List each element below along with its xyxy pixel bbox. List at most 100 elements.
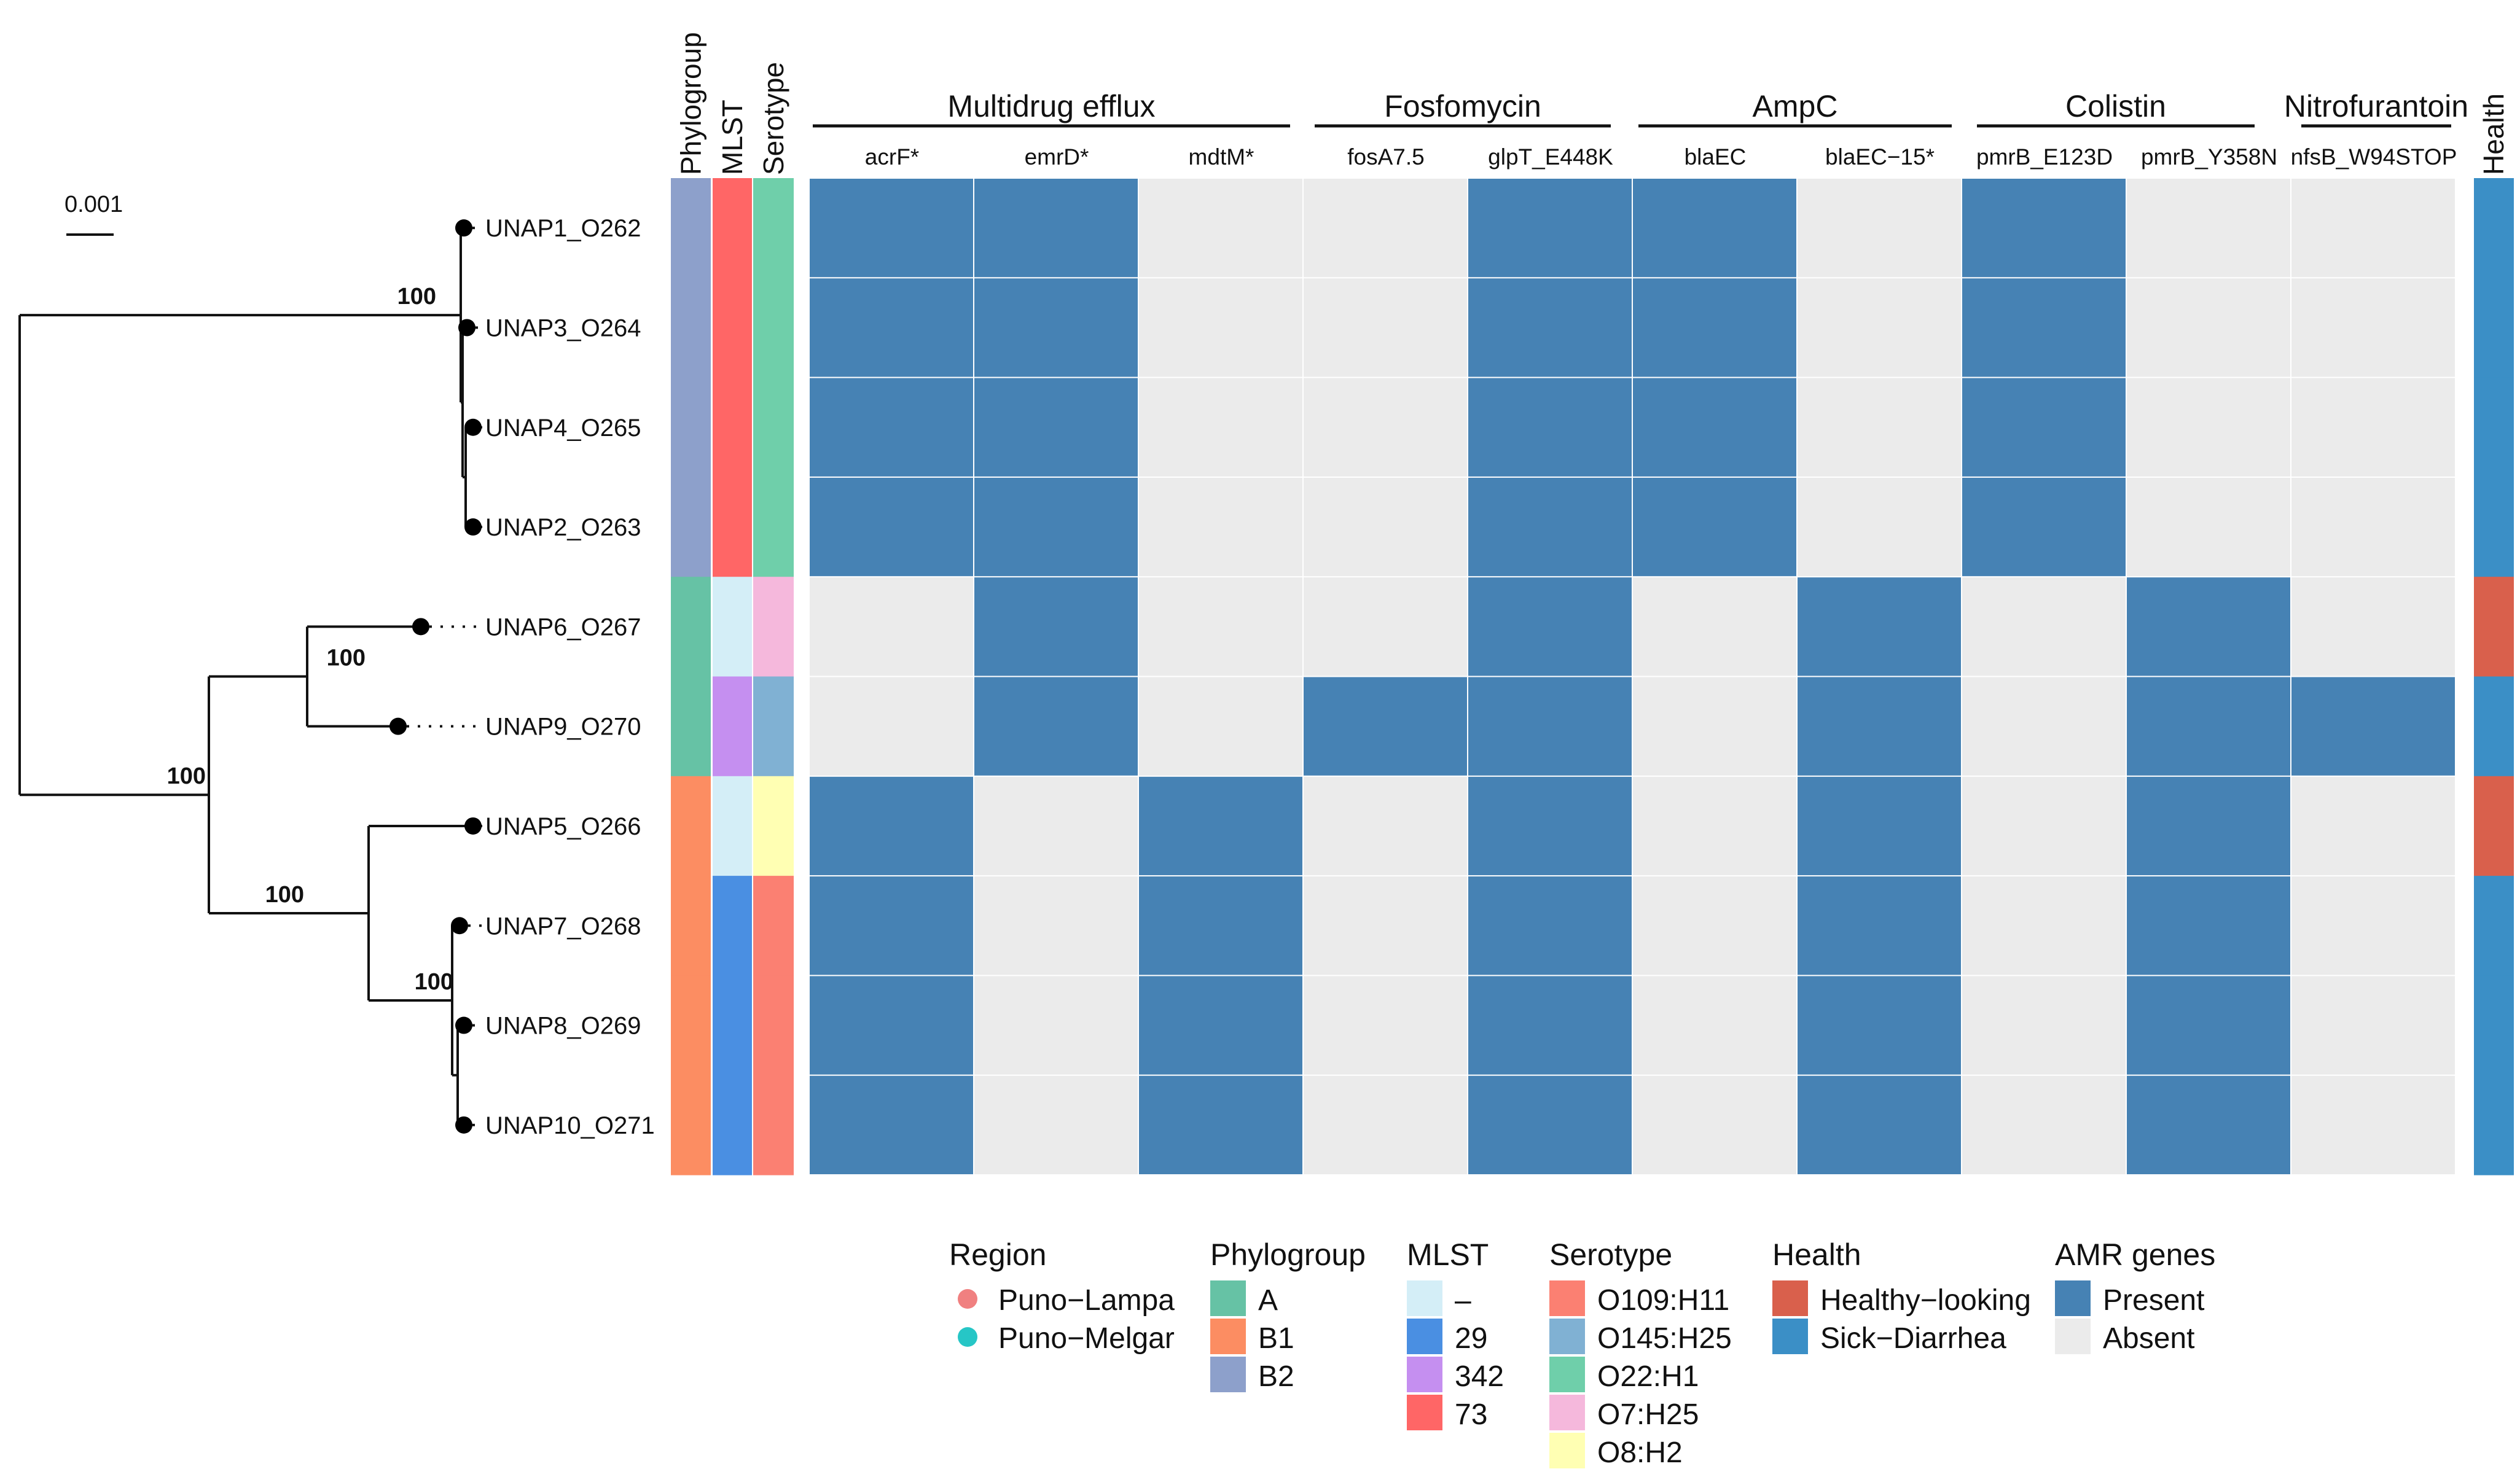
heatmap-cell [2291,976,2455,1075]
heatmap-cell [1633,876,1796,975]
heatmap-cell [810,677,973,776]
legend-title-phylogroup: Phylogroup [1210,1237,1366,1272]
heatmap-cell [974,776,1138,876]
annotation-cell-serotype [753,876,794,976]
heatmap-cell [974,577,1138,676]
annotation-cell-phylogroup [671,876,711,976]
legend-label-present: Present [2103,1284,2204,1317]
heatmap-cell [1139,776,1302,876]
tip-point-unap9-o270 [389,717,407,735]
legend-title-serotype: Serotype [1549,1237,1672,1272]
heatmap-cell [1798,776,1961,876]
heatmap-cell [1633,179,1796,278]
heatmap-cell [1962,776,2126,876]
heatmap-cell [810,1075,973,1174]
annotation-cell-phylogroup [671,975,711,1076]
annotation-cell-mlst [713,377,752,478]
heatmap-cell [974,179,1138,278]
legend-swatch-o8-h2 [1549,1433,1585,1468]
annotation-cell-mlst [713,178,752,278]
legend-title-region: Region [949,1237,1046,1272]
heatmap-cell [1304,179,1467,278]
phylogenetic-tree: 100 100 100 100 100 UNAP1_O262 UNAP3_O264 UNAP4… [18,192,655,1139]
tip-point-unap10-o271 [455,1116,472,1134]
legend-label-healthy-looking: Healthy−looking [1820,1284,2031,1317]
legend-label-sick-diarrhea: Sick−Diarrhea [1820,1322,2006,1355]
legend-swatch-sick-diarrhea [1772,1319,1808,1354]
heatmap-cell [1139,278,1302,377]
heatmap-cell [1798,976,1961,1075]
heatmap-cell [1468,677,1632,776]
legend-swatch-a [1210,1280,1246,1316]
heatmap-cell [1304,577,1467,676]
heatmap-cell [1633,776,1796,876]
health-cell [2474,377,2514,478]
gene-label-blaec-15: blaEC−15* [1825,144,1935,170]
heatmap-cell [2127,378,2290,477]
heatmap-cell [810,876,973,975]
gene-label-blaec: blaEC [1685,144,1747,170]
heatmap-cell [1798,677,1961,776]
annotation-cell-mlst [713,278,752,378]
gene-group-label-ampc: AmpC [1753,89,1838,123]
heatmap-cell [810,477,973,577]
heatmap-cell [1962,179,2126,278]
heatmap-cell [1139,976,1302,1075]
health-cell [2474,776,2514,876]
legend-swatch-puno-melgar [958,1327,977,1347]
heatmap-cell [1139,179,1302,278]
heatmap-cell [2291,876,2455,975]
heatmap-cell [1962,477,2126,577]
annotation-cell-serotype [753,577,794,677]
heatmap-cell [1139,577,1302,676]
tip-label-unap8-o269: UNAP8_O269 [485,1013,641,1040]
heatmap-cell [1468,876,1632,975]
legend-title-mlst: MLST [1407,1237,1489,1272]
heatmap-cell [1633,1075,1796,1174]
heatmap-cell [1304,378,1467,477]
heatmap-cell [2127,976,2290,1075]
legend-swatch-b2 [1210,1357,1246,1392]
heatmap-cell [974,677,1138,776]
heatmap-cell [1139,677,1302,776]
heatmap-cell [1798,477,1961,577]
heatmap-cell [2291,677,2455,776]
gene-label-emrd: emrD* [1025,144,1089,170]
heatmap-cell [1139,1075,1302,1174]
heatmap-cell [974,1075,1138,1174]
annotation-cell-phylogroup [671,577,711,677]
heatmap-cell [2127,278,2290,377]
heatmap-cell [1304,477,1467,577]
heatmap-cell [1633,477,1796,577]
annotation-header-mlst: MLST [716,99,748,175]
heatmap-cell [1139,378,1302,477]
legend-label-342: 342 [1455,1360,1504,1393]
annotation-cell-phylogroup [671,278,711,378]
annotation-cell-mlst [713,876,752,976]
heatmap-cell [974,477,1138,577]
tip-point-unap8-o269 [455,1016,472,1034]
heatmap-cell [1633,577,1796,676]
gene-label-nfsb-w94stop: nfsB_W94STOP [2291,144,2457,170]
heatmap-cell [2291,278,2455,377]
heatmap-cell [810,378,973,477]
heatmap-cell [1304,776,1467,876]
tip-label-unap6-o267: UNAP6_O267 [485,614,641,641]
heatmap-cell [1962,876,2126,975]
bootstrap-label: 100 [265,882,304,908]
tip-point-unap3-o264 [458,319,475,337]
annotation-cell-phylogroup [671,477,711,577]
annotation-header-phylogroup: Phylogroup [675,32,707,175]
health-cell [2474,278,2514,378]
heatmap-cell [2127,577,2290,676]
legend-swatch-puno-lampa [958,1289,977,1309]
annotation-cell-serotype [753,377,794,478]
legend-area: Region Puno−Lampa Puno−Melgar Phylogroup A B1… [949,1237,2215,1469]
legend-label-o22-h1: O22:H1 [1597,1360,1699,1393]
gene-label-fosa7-5: fosA7.5 [1347,144,1424,170]
legend-label-o7-h25: O7:H25 [1597,1398,1699,1431]
heatmap-cell [2127,776,2290,876]
legend-swatch-o109-h11 [1549,1280,1585,1316]
heatmap-cell [1962,278,2126,377]
